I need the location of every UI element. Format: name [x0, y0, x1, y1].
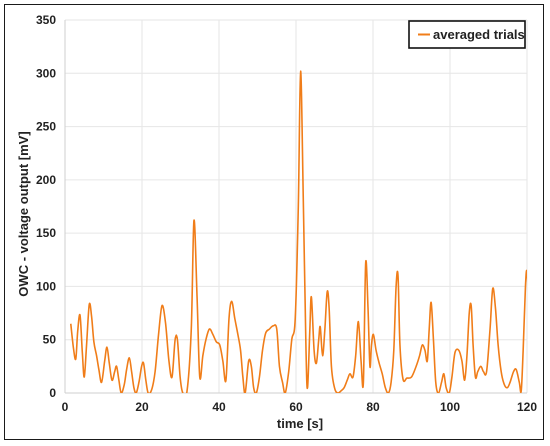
series-layer — [69, 70, 527, 393]
x-tick-label: 120 — [517, 400, 537, 414]
x-tick-label: 0 — [62, 400, 69, 414]
x-tick-label: 40 — [212, 400, 226, 414]
tick-labels: 0 50 100 150 200 250 300 350 0 20 40 60 80 100 120 — [36, 13, 537, 414]
y-tick-label: 50 — [43, 333, 57, 347]
x-tick-label: 20 — [135, 400, 149, 414]
legend: averaged trials — [408, 20, 526, 49]
chart-frame — [4, 4, 544, 440]
series-line-0 — [69, 70, 527, 393]
y-tick-label: 200 — [36, 173, 56, 187]
grid — [65, 19, 528, 393]
x-tick-label: 60 — [289, 400, 303, 414]
x-tick-label: 100 — [440, 400, 460, 414]
y-tick-label: 300 — [36, 66, 56, 80]
y-tick-label: 250 — [36, 120, 56, 134]
y-axis-title: OWC - voltage output [mV] — [16, 131, 31, 296]
x-axis-title: time [s] — [277, 416, 323, 431]
y-tick-label: 350 — [36, 13, 56, 27]
legend-label: averaged trials — [433, 27, 525, 42]
x-tick-label: 80 — [366, 400, 380, 414]
y-tick-label: 0 — [49, 386, 56, 400]
y-tick-label: 100 — [36, 279, 56, 293]
y-tick-label: 150 — [36, 226, 56, 240]
